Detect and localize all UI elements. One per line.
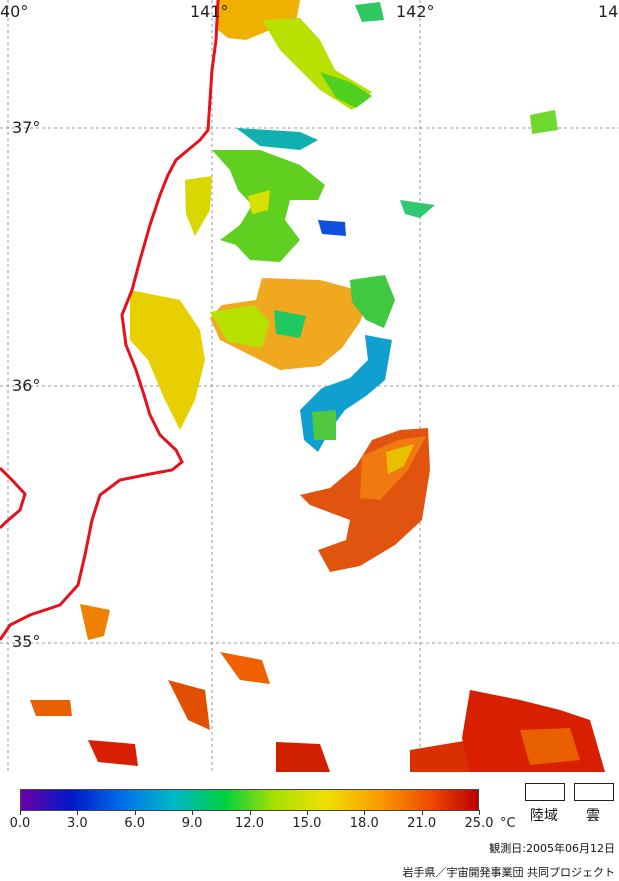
sst-patch <box>220 652 270 684</box>
land-legend-label: 陸域 <box>530 808 558 824</box>
temperature-colorbar <box>20 789 479 811</box>
lat-label-36: 36° <box>12 376 41 395</box>
sst-patch <box>210 305 270 348</box>
lon-label-142: 142° <box>396 2 435 21</box>
colorbar-unit: °C <box>500 816 516 831</box>
colorbar-tick-label: 25.0 <box>464 816 494 831</box>
colorbar-tick <box>306 810 308 815</box>
colorbar-tick <box>192 810 194 815</box>
sst-patch <box>276 742 330 772</box>
sst-patch <box>248 190 270 214</box>
coastline <box>0 0 220 641</box>
colorbar-tick <box>20 810 21 815</box>
colorbar-tick-label: 9.0 <box>181 816 203 831</box>
observation-date: 観測日:2005年06月12日 <box>489 842 615 855</box>
colorbar-tick <box>249 810 251 815</box>
colorbar-tick-label: 15.0 <box>292 816 322 831</box>
credit-line: 岩手県／宇宙開発事業団 共同プロジェクト <box>402 866 616 879</box>
sst-patch <box>30 700 72 716</box>
graticule <box>0 0 619 772</box>
sst-patch <box>212 150 325 262</box>
sst-patch <box>236 128 318 150</box>
sst-patch <box>312 410 336 440</box>
sst-patch <box>318 220 346 236</box>
colorbar-tick <box>479 810 480 815</box>
lat-label-35: 35° <box>12 632 41 651</box>
colorbar-tick <box>364 810 366 815</box>
colorbar-tick-label: 12.0 <box>235 816 264 831</box>
sst-patch <box>320 72 372 108</box>
lat-label-37: 37° <box>12 118 41 137</box>
cloud-legend-swatch <box>574 783 614 801</box>
sst-patch <box>185 176 212 236</box>
sst-patch <box>168 680 210 730</box>
colorbar-tick <box>421 810 423 815</box>
sst-patch <box>274 310 306 338</box>
colorbar-tick <box>77 810 79 815</box>
colorbar-tick-label: 6.0 <box>124 816 146 831</box>
colorbar-tick <box>134 810 136 815</box>
land-legend-swatch <box>525 783 565 801</box>
colorbar-tick-label: 21.0 <box>407 816 437 831</box>
sst-patch <box>520 728 580 765</box>
sst-patch <box>130 290 205 430</box>
lon-label-141: 141° <box>190 2 229 21</box>
lon-label-140: 40° <box>0 2 29 21</box>
cloud-legend-label: 雲 <box>586 808 600 824</box>
colorbar-tick-label: 0.0 <box>9 816 31 831</box>
sst-patch <box>218 0 300 40</box>
sst-patch <box>350 275 395 328</box>
temperature-patches <box>30 0 605 772</box>
sst-patch <box>400 200 435 218</box>
sst-patch <box>386 444 414 474</box>
colorbar-tick-label: 3.0 <box>67 816 88 831</box>
colorbar-tick-label: 18.0 <box>349 816 379 831</box>
sst-patch <box>530 110 558 134</box>
lon-label-143: 14 <box>598 2 619 21</box>
sst-patch <box>88 740 138 766</box>
sst-patch <box>80 604 110 640</box>
sea-surface-temperature-map <box>0 0 619 772</box>
sst-patch <box>355 2 384 22</box>
sst-patch <box>410 740 470 772</box>
